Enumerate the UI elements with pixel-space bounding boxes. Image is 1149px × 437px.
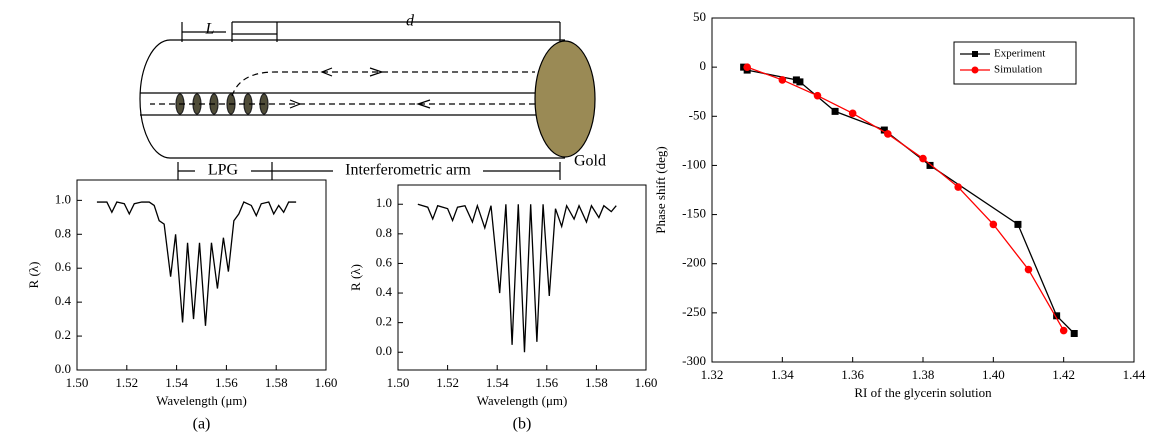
marker — [954, 183, 962, 191]
data-line — [746, 66, 1065, 331]
y-tick-label: -100 — [682, 156, 706, 171]
x-tick-label: 1.58 — [265, 375, 288, 390]
marker — [796, 78, 804, 86]
legend-label: Simulation — [994, 64, 1043, 76]
y-tick-label: -50 — [689, 107, 706, 122]
caption: (a) — [193, 416, 211, 433]
x-tick-label: 1.52 — [436, 375, 459, 390]
label-l: L — [205, 21, 215, 38]
marker — [1014, 220, 1022, 228]
cladding-mode-path — [231, 71, 535, 97]
x-tick-label: 1.60 — [315, 375, 338, 390]
gold-mirror — [534, 40, 596, 158]
y-tick-label: 0.4 — [376, 284, 393, 299]
y-tick-label: 0.8 — [55, 225, 71, 240]
x-tick-label: 1.58 — [585, 375, 608, 390]
x-tick-label: 1.36 — [841, 367, 864, 382]
y-tick-label: 0.6 — [376, 254, 393, 269]
x-axis-label: Wavelength (μm) — [477, 393, 568, 408]
x-tick-label: 1.54 — [486, 375, 509, 390]
y-axis-label: R (λ) — [348, 264, 363, 291]
y-tick-label: -250 — [682, 304, 706, 319]
x-tick-label: 1.54 — [165, 375, 188, 390]
legend-marker — [971, 66, 979, 74]
fiber-cladding — [170, 39, 565, 159]
x-tick-label: 1.60 — [635, 375, 658, 390]
marker — [926, 161, 934, 169]
x-tick-label: 1.32 — [701, 367, 724, 382]
marker — [1024, 265, 1033, 274]
y-tick-label: 1.0 — [55, 191, 71, 206]
plot-frame — [76, 179, 327, 371]
x-tick-label: 1.34 — [771, 367, 794, 382]
label-gold: Gold — [574, 153, 606, 170]
x-tick-label: 1.40 — [982, 367, 1005, 382]
legend-marker — [972, 51, 978, 57]
marker — [919, 154, 927, 163]
x-tick-label: 1.56 — [215, 375, 238, 390]
x-tick-label: 1.50 — [387, 375, 410, 390]
label-lpg: LPG — [208, 162, 239, 179]
y-tick-label: 0.2 — [55, 327, 71, 342]
marker — [1070, 329, 1078, 337]
x-tick-label: 1.38 — [912, 367, 935, 382]
label-bg — [333, 163, 483, 179]
label-d: d — [406, 13, 415, 30]
x-tick-label: 1.56 — [535, 375, 558, 390]
marker — [831, 107, 839, 115]
marker — [743, 63, 751, 71]
y-tick-label: -150 — [682, 206, 706, 221]
x-tick-label: 1.42 — [1052, 367, 1075, 382]
marker — [778, 76, 787, 84]
marker — [813, 91, 822, 100]
y-tick-label: 0.2 — [376, 314, 392, 329]
y-tick-label: 1.0 — [376, 195, 392, 210]
fiber-diagram — [139, 21, 596, 180]
y-tick-label: 0.0 — [376, 343, 392, 358]
label-bg — [195, 163, 251, 179]
x-tick-label: 1.52 — [115, 375, 138, 390]
y-tick-label: -200 — [682, 255, 706, 270]
marker — [1059, 326, 1068, 335]
x-tick-label: 1.44 — [1123, 367, 1146, 382]
y-tick-label: 0.0 — [55, 361, 71, 376]
label-arm: Interferometric arm — [345, 162, 471, 179]
y-axis-label: Phase shift (deg) — [653, 146, 668, 233]
legend-label: Experiment — [994, 48, 1045, 60]
y-tick-label: 0 — [700, 58, 707, 73]
y-tick-label: 50 — [693, 9, 706, 24]
marker — [880, 126, 888, 134]
y-axis-label: R (λ) — [26, 262, 41, 289]
y-tick-label: 0.8 — [376, 225, 392, 240]
data-line — [96, 201, 297, 326]
y-tick-label: 0.4 — [55, 293, 72, 308]
fiber-core — [140, 92, 555, 116]
plot-frame — [397, 184, 647, 371]
y-tick-label: -300 — [682, 353, 706, 368]
data-line — [743, 66, 1075, 334]
x-axis-label: RI of the glycerin solution — [854, 385, 992, 400]
marker — [848, 109, 857, 118]
fiber-end — [139, 39, 171, 159]
x-axis-label: Wavelength (μm) — [156, 393, 247, 408]
legend-box — [953, 41, 1077, 85]
marker — [884, 130, 892, 138]
x-tick-label: 1.50 — [66, 375, 89, 390]
marker — [792, 76, 800, 84]
arrowheads — [289, 67, 431, 109]
marker — [1053, 312, 1061, 320]
data-line — [417, 203, 617, 353]
caption: (b) — [513, 416, 532, 433]
y-tick-label: 0.6 — [55, 259, 72, 274]
marker — [989, 220, 998, 229]
